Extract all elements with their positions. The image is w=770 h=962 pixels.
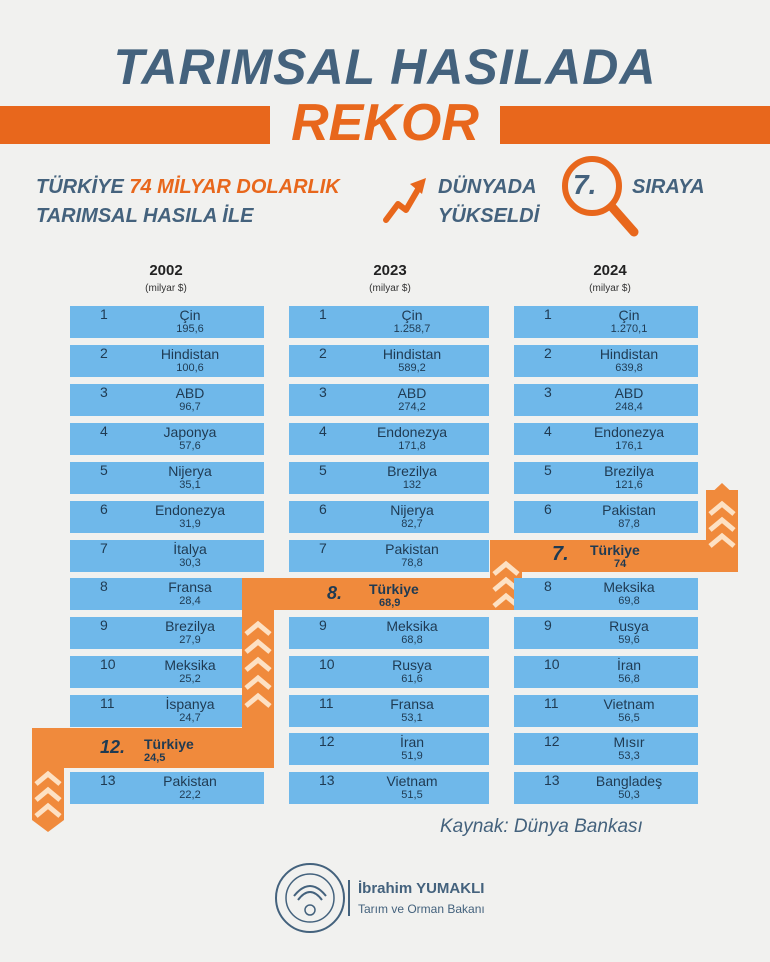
unit-2002: (milyar $) bbox=[145, 283, 187, 294]
title-band-right bbox=[500, 106, 770, 144]
table-row: 4 Endonezya 176,1 bbox=[514, 423, 698, 455]
highlight-row-turkiye-2002: 12. Türkiye 24,5 bbox=[100, 736, 194, 764]
table-row: 6 Pakistan 87,8 bbox=[514, 501, 698, 533]
year-2024: 2024 bbox=[593, 262, 627, 279]
ministry-seal-icon bbox=[275, 863, 345, 933]
year-2002: 2002 bbox=[149, 262, 183, 279]
table-row: 11 İspanya 24,7 bbox=[70, 695, 242, 727]
table-row: 9 Meksika 68,8 bbox=[289, 617, 489, 649]
rank-number: 7. bbox=[573, 169, 597, 200]
minister-name: İbrahim YUMAKLI bbox=[358, 880, 485, 897]
table-row: 12 Mısır 53,3 bbox=[514, 733, 698, 765]
minister-title: Tarım ve Orman Bakanı bbox=[358, 902, 485, 916]
growth-arrow-icon bbox=[383, 178, 426, 223]
table-row: 4 Endonezya 171,8 bbox=[289, 423, 489, 455]
table-row: 2 Hindistan 100,6 bbox=[70, 345, 264, 377]
divider bbox=[348, 880, 350, 916]
rank-word: SIRAYA bbox=[632, 176, 705, 198]
magnifier-icon bbox=[562, 156, 639, 237]
table-row: 5 Nijerya 35,1 bbox=[70, 462, 264, 494]
table-row: 11 Vietnam 56,5 bbox=[514, 695, 698, 727]
table-row: 10 Rusya 61,6 bbox=[289, 656, 489, 688]
table-row: 6 Nijerya 82,7 bbox=[289, 501, 489, 533]
title-highlight: REKOR bbox=[270, 93, 500, 153]
table-row: 5 Brezilya 132 bbox=[289, 462, 489, 494]
unit-2023: (milyar $) bbox=[369, 283, 411, 294]
source-note: Kaynak: Dünya Bankası bbox=[440, 816, 643, 837]
unit-2024: (milyar $) bbox=[589, 283, 631, 294]
subtitle-world: DÜNYADA bbox=[438, 176, 537, 198]
table-row: 3 ABD 96,7 bbox=[70, 384, 264, 416]
table-row: 3 ABD 274,2 bbox=[289, 384, 489, 416]
subtitle-rose: YÜKSELDİ bbox=[438, 205, 540, 227]
table-row: 9 Rusya 59,6 bbox=[514, 617, 698, 649]
highlight-row-turkiye-2024: 7. Türkiye 74 bbox=[552, 542, 640, 570]
table-row: 6 Endonezya 31,9 bbox=[70, 501, 264, 533]
table-row: 10 Meksika 25,2 bbox=[70, 656, 242, 688]
table-row: 1 Çin 1.258,7 bbox=[289, 306, 489, 338]
highlight-row-turkiye-2023: 8. Türkiye 68,9 bbox=[327, 581, 419, 609]
table-row: 8 Fransa 28,4 bbox=[70, 578, 242, 610]
table-row: 9 Brezilya 27,9 bbox=[70, 617, 242, 649]
table-row: 13 Bangladeş 50,3 bbox=[514, 772, 698, 804]
title-band-left bbox=[0, 106, 270, 144]
table-row: 3 ABD 248,4 bbox=[514, 384, 698, 416]
table-row: 7 Pakistan 78,8 bbox=[289, 540, 489, 572]
page-title: TARIMSAL HASILADA bbox=[113, 39, 657, 95]
table-row: 13 Vietnam 51,5 bbox=[289, 772, 489, 804]
table-row: 8 Meksika 69,8 bbox=[514, 578, 698, 610]
table-row: 2 Hindistan 639,8 bbox=[514, 345, 698, 377]
table-row: 7 İtalya 30,3 bbox=[70, 540, 264, 572]
year-2023: 2023 bbox=[373, 262, 407, 279]
subtitle-line1: TÜRKİYE 74 MİLYAR DOLARLIK bbox=[36, 176, 340, 199]
table-row: 1 Çin 1.270,1 bbox=[514, 306, 698, 338]
subtitle-country: TÜRKİYE bbox=[36, 176, 124, 198]
table-row: 10 İran 56,8 bbox=[514, 656, 698, 688]
table-row: 13 Pakistan 22,2 bbox=[70, 772, 264, 804]
table-row: 12 İran 51,9 bbox=[289, 733, 489, 765]
subtitle-line2: TARIMSAL HASILA İLE bbox=[36, 205, 254, 227]
table-row: 2 Hindistan 589,2 bbox=[289, 345, 489, 377]
table-row: 11 Fransa 53,1 bbox=[289, 695, 489, 727]
table-row: 1 Çin 195,6 bbox=[70, 306, 264, 338]
subtitle-amount: 74 MİLYAR DOLARLIK bbox=[129, 176, 340, 198]
table-row: 5 Brezilya 121,6 bbox=[514, 462, 698, 494]
table-row: 4 Japonya 57,6 bbox=[70, 423, 264, 455]
